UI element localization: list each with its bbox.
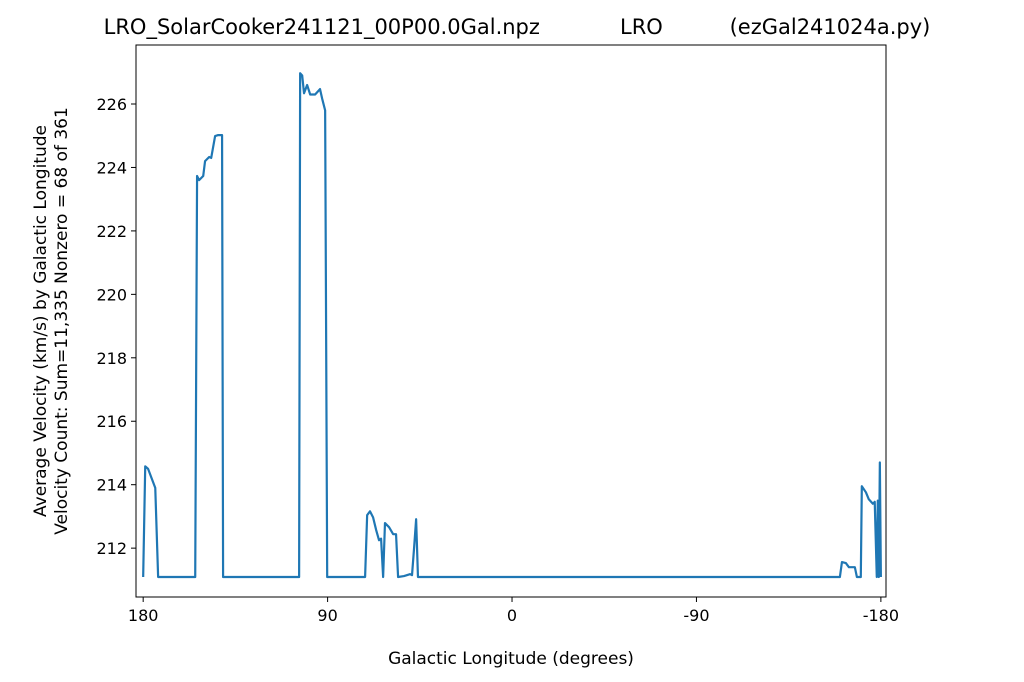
x-tick-label: -180 (863, 606, 899, 625)
y-axis-label: Average Velocity (km/s) by Galactic Long… (31, 125, 51, 517)
y-tick-label: 214 (96, 476, 127, 495)
x-tick-label: 90 (317, 606, 337, 625)
plot-frame (135, 44, 887, 598)
y-tick-label: 212 (96, 539, 127, 558)
x-axis-label: Galactic Longitude (degrees) (388, 649, 634, 669)
y-tick-label: 224 (96, 158, 127, 177)
y-tick-label: 216 (96, 412, 127, 431)
chart-title: LRO_SolarCooker241121_00P00.0Gal.npz LRO… (104, 15, 931, 40)
y-tick-label: 222 (96, 222, 127, 241)
y-tick-label: 218 (96, 349, 127, 368)
y-tick-label: 226 (96, 95, 127, 114)
x-tick-label: 0 (507, 606, 517, 625)
x-tick-label: -90 (683, 606, 709, 625)
data-line (142, 72, 882, 579)
x-tick-label: 180 (128, 606, 159, 625)
y-axis-label: Velocity Count: Sum=11,335 Nonzero = 68 … (52, 107, 72, 535)
y-tick-label: 220 (96, 285, 127, 304)
